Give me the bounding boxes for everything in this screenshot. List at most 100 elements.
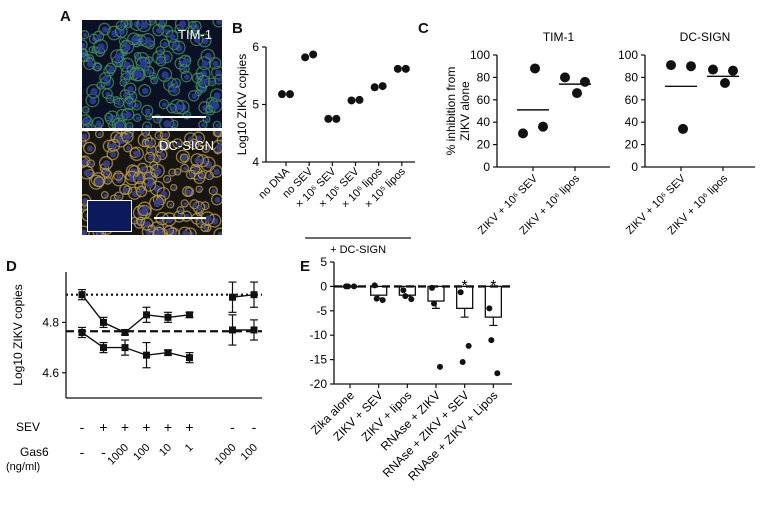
cell-nucleus [127, 86, 134, 93]
cell-nucleus [83, 169, 91, 177]
cell-outline [165, 30, 179, 43]
cell-outline [166, 200, 175, 209]
cell-outline [190, 20, 202, 32]
cell-nucleus [135, 116, 140, 121]
cell-nucleus [108, 97, 113, 102]
sev-row-label: SEV [16, 420, 40, 434]
cell-outline [152, 23, 165, 37]
cell-nucleus [122, 92, 129, 98]
cell-nucleus [130, 36, 138, 43]
cell-outline [121, 107, 135, 121]
data-point [186, 311, 193, 319]
cell-nucleus [102, 75, 109, 82]
cell-nucleus [140, 166, 146, 172]
data-point [100, 344, 107, 352]
cell-outline [198, 120, 208, 128]
cell-nucleus [169, 33, 176, 40]
cell-outline [180, 199, 189, 208]
cell-outline [154, 131, 164, 141]
cell-nucleus [158, 48, 164, 54]
cell-outline [91, 46, 100, 55]
cell-nucleus [215, 143, 222, 151]
cell-nucleus [133, 70, 142, 79]
cell-nucleus [139, 189, 145, 195]
cell-nucleus [162, 142, 169, 148]
cell-outline [212, 20, 222, 28]
cell-nucleus [90, 88, 98, 96]
cell-outline [120, 20, 129, 28]
data-point [229, 293, 236, 301]
cell-outline [213, 227, 222, 235]
cell-outline [82, 116, 93, 127]
cell-nucleus [182, 156, 187, 161]
cell-nucleus [122, 187, 128, 193]
cell-nucleus [211, 217, 219, 225]
cell-outline [115, 20, 127, 31]
cell-nucleus [179, 208, 183, 213]
cell-outline [105, 94, 115, 104]
cell-nucleus [213, 168, 220, 175]
data-point [324, 114, 333, 123]
sev-row-value: - [80, 419, 85, 435]
y-tick-label: 5 [252, 98, 259, 112]
data-point [100, 318, 107, 326]
gas6-units-label: (ng/ml) [6, 461, 40, 473]
cell-outline [83, 57, 96, 71]
cell-outline [92, 116, 104, 128]
cell-outline [135, 185, 148, 198]
data-point [355, 95, 364, 104]
cell-outline [82, 30, 90, 40]
y-axis-title: Log10 ZIKV copies [11, 284, 25, 385]
cell-nucleus [197, 175, 203, 182]
cell-nucleus [179, 20, 187, 28]
tim1-micrograph: TIM-1 [82, 20, 222, 128]
cell-nucleus [163, 120, 171, 128]
cell-nucleus [97, 43, 105, 51]
cell-nucleus [82, 197, 89, 204]
data-point [143, 311, 150, 319]
cell-nucleus [201, 123, 206, 128]
cell-nucleus [155, 27, 162, 34]
cell-nucleus [156, 230, 163, 235]
cell-nucleus [154, 167, 162, 176]
y-tick-label: -20 [310, 377, 328, 391]
cell-nucleus [145, 181, 154, 189]
cell-nucleus [153, 199, 161, 208]
cell-outline [82, 52, 89, 63]
cell-outline [173, 168, 182, 176]
cell-outline [118, 36, 128, 46]
y-tick-label: 6 [252, 40, 259, 54]
cell-nucleus [171, 42, 178, 48]
cell-outline [82, 114, 92, 126]
data-point [402, 293, 409, 300]
cell-nucleus [183, 202, 188, 206]
data-point [373, 295, 380, 302]
y-tick-label: 40 [477, 115, 491, 129]
cell-nucleus [204, 215, 212, 223]
cell-nucleus [82, 33, 88, 38]
cell-nucleus [128, 124, 132, 128]
cell-outline [195, 185, 203, 193]
cell-outline [141, 131, 151, 137]
cell-nucleus [159, 59, 165, 65]
data-point [250, 291, 258, 299]
cell-outline [178, 226, 192, 235]
data-point [431, 300, 437, 307]
cell-nucleus [86, 145, 94, 152]
cell-outline [201, 144, 210, 154]
cell-outline [175, 149, 190, 164]
cell-outline [207, 98, 222, 113]
cell-nucleus [89, 162, 94, 167]
cell-outline [155, 45, 166, 56]
cell-nucleus [176, 170, 180, 174]
cell-nucleus [101, 26, 109, 33]
cell-outline [98, 22, 111, 36]
cell-nucleus [107, 115, 112, 120]
y-tick-label: 80 [625, 70, 639, 84]
cell-nucleus [117, 123, 123, 128]
cell-outline [88, 174, 104, 190]
cell-outline [121, 131, 134, 144]
cell-nucleus [103, 193, 108, 198]
y-tick-label: 60 [477, 93, 491, 107]
